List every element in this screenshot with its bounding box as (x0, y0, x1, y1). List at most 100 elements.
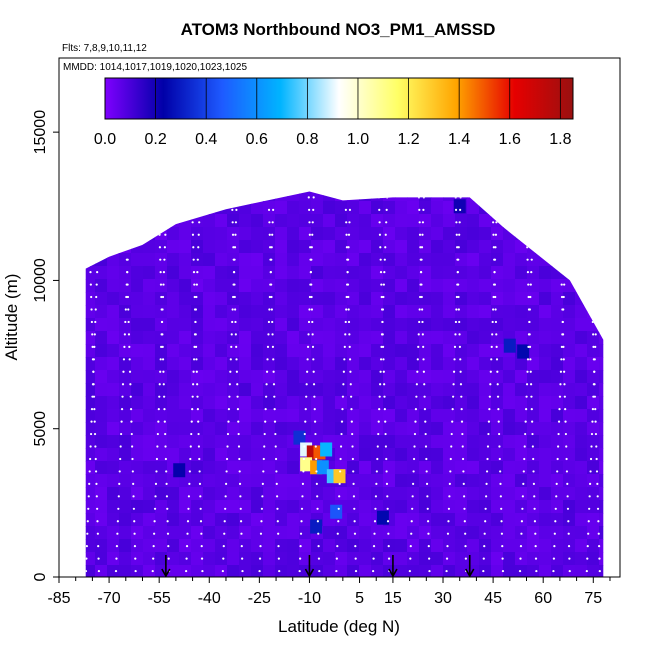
heat-cell (443, 396, 456, 410)
heat-cell (431, 370, 444, 384)
track-point (316, 507, 319, 510)
heat-cell (611, 292, 624, 306)
track-point (459, 370, 462, 373)
heat-cell (71, 344, 84, 358)
heat-cell (335, 305, 348, 319)
heat-cell (131, 370, 144, 384)
heat-cell (467, 370, 480, 384)
heat-cell (551, 370, 564, 384)
heat-cell (383, 305, 396, 319)
track-point (557, 420, 561, 423)
heat-cell (263, 357, 276, 371)
track-point (192, 370, 195, 373)
track-point (590, 283, 593, 286)
track-point (263, 445, 266, 448)
track-point (409, 557, 412, 560)
heat-cell (455, 500, 468, 514)
heat-cell (179, 448, 192, 462)
heat-cell (323, 565, 336, 577)
track-point (127, 221, 131, 224)
heat-cell (347, 292, 360, 306)
heat-cell (323, 201, 336, 215)
heat-cell (263, 526, 276, 540)
track-point (227, 420, 230, 423)
heat-cell (95, 253, 108, 267)
heat-cell (215, 318, 228, 332)
track-point (456, 258, 459, 261)
track-point (590, 432, 594, 436)
heat-cell (155, 305, 168, 319)
heat-cell (455, 292, 468, 306)
heat-cell (479, 435, 492, 449)
heat-cell (107, 331, 120, 345)
heat-cell (479, 191, 492, 202)
heat-cell (203, 435, 216, 449)
heat-cell (275, 292, 288, 306)
heat-cell (251, 383, 264, 397)
track-point (595, 320, 598, 324)
heat-cell (179, 422, 192, 436)
heat-cell (239, 370, 252, 384)
heat-cell (311, 292, 324, 306)
track-point (95, 495, 98, 498)
heat-cell (491, 227, 504, 241)
heat-cell (491, 318, 504, 332)
track-point (501, 545, 504, 548)
heat-cell (287, 357, 300, 371)
track-point (196, 395, 199, 398)
heat-cell (431, 279, 444, 293)
heat-cell (143, 240, 156, 254)
heat-cell (359, 344, 372, 358)
heat-cell (155, 500, 168, 514)
track-point (421, 333, 424, 336)
heat-cell (407, 266, 420, 280)
heat-cell-high (453, 199, 466, 214)
heat-cell (227, 191, 240, 202)
heat-cell (599, 331, 604, 345)
heat-cell (155, 552, 168, 566)
colorbar-tick-label: 0.2 (144, 131, 166, 148)
heat-cell (419, 565, 432, 577)
heat-cell (371, 396, 384, 410)
track-point (317, 545, 320, 548)
track-point (127, 320, 130, 324)
heat-cell (443, 487, 456, 501)
heat-cell (359, 253, 372, 267)
heat-cell (539, 526, 552, 540)
heat-cell (347, 461, 360, 475)
track-point (153, 520, 156, 523)
heat-cell (455, 396, 468, 410)
track-point (266, 358, 269, 361)
heat-cell (131, 500, 144, 514)
track-point (195, 295, 198, 299)
track-point (236, 408, 240, 411)
heat-cell (335, 487, 348, 501)
track-point (555, 495, 558, 498)
heat-cell (179, 539, 192, 553)
heat-cell (611, 474, 624, 488)
heat-cell (85, 318, 96, 332)
heat-cell (371, 191, 384, 202)
heat-cell (71, 214, 84, 228)
heat-cell (71, 435, 84, 449)
heat-cell (371, 227, 384, 241)
heat-cell (191, 422, 204, 436)
heat-cell (407, 357, 420, 371)
track-point (230, 333, 233, 336)
track-point (519, 545, 523, 548)
heat-cell (131, 461, 144, 475)
heat-cell (323, 422, 336, 436)
heat-cell (371, 253, 384, 267)
track-point (415, 383, 418, 386)
heat-cell (215, 201, 228, 215)
heat-cell (275, 214, 288, 228)
heat-cell (479, 305, 492, 319)
track-point (299, 545, 302, 548)
heat-cell (203, 396, 216, 410)
track-point (598, 233, 601, 236)
track-point (565, 457, 568, 461)
track-point (560, 283, 563, 286)
heat-cell (203, 552, 216, 566)
heat-cell (503, 191, 516, 202)
heat-cell (71, 422, 84, 436)
